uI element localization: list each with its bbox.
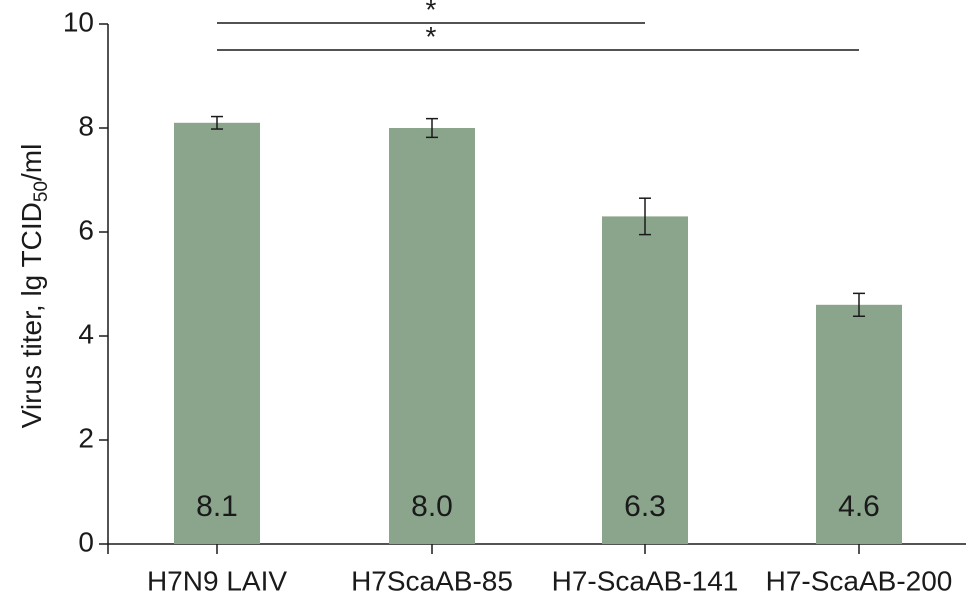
error-bar bbox=[639, 197, 651, 236]
y-tick-label: 10 bbox=[63, 6, 94, 37]
error-bars-group bbox=[211, 115, 865, 317]
significance-star: * bbox=[426, 21, 437, 52]
x-axis: H7N9 LAIV H7ScaAB-85 H7-ScaAB-141 H7-ScaAB-… bbox=[107, 543, 966, 596]
data-label: 6.3 bbox=[624, 490, 666, 523]
y-axis-label: Virus titer, lg TCID50/ml bbox=[16, 144, 52, 429]
x-tick-label: H7-ScaAB-141 bbox=[552, 565, 739, 596]
y-tick-label: 6 bbox=[78, 214, 94, 245]
y-tick-label: 2 bbox=[78, 422, 94, 453]
bar bbox=[816, 304, 902, 544]
error-bar bbox=[426, 117, 438, 139]
significance-bracket: * bbox=[217, 0, 645, 25]
data-label: 4.6 bbox=[838, 490, 880, 523]
x-tick-label: H7N9 LAIV bbox=[147, 565, 287, 596]
bar bbox=[174, 122, 260, 545]
data-label: 8.0 bbox=[411, 490, 453, 523]
data-label: 8.1 bbox=[196, 490, 238, 523]
y-axis-label-subscript: 50 bbox=[31, 181, 52, 202]
y-axis-label-main: Virus titer, lg TCID bbox=[16, 202, 47, 428]
value-labels-group: 8.1 8.0 6.3 4.6 bbox=[196, 490, 880, 523]
error-bar bbox=[211, 115, 223, 130]
bar bbox=[389, 128, 475, 544]
bars-group bbox=[174, 122, 902, 545]
significance-group: ** bbox=[217, 0, 859, 52]
y-tick-label: 0 bbox=[78, 526, 94, 557]
y-tick-label: 8 bbox=[78, 110, 94, 141]
x-tick-label: H7ScaAB-85 bbox=[351, 565, 513, 596]
error-bar bbox=[853, 292, 865, 317]
y-axis-label-suffix: /ml bbox=[16, 144, 47, 181]
y-axis: 0 2 4 6 8 10 bbox=[63, 6, 109, 557]
significance-star: * bbox=[426, 0, 437, 25]
y-tick-label: 4 bbox=[78, 318, 94, 349]
significance-bracket: * bbox=[217, 21, 859, 52]
x-tick-label: H7-ScaAB-200 bbox=[766, 565, 953, 596]
bar bbox=[602, 216, 688, 544]
